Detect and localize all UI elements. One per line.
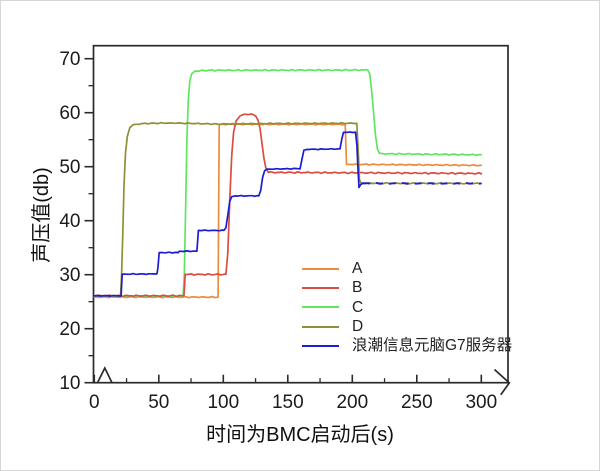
legend-label-g7: 浪潮信息元脑G7服务器 xyxy=(352,337,513,355)
legend-item-a: A xyxy=(302,259,512,278)
y-tick-label: 10 xyxy=(59,373,80,394)
tick-labels: 0 50 100 150 200 250 300 10 20 30 40 50 60 70 xyxy=(59,49,497,413)
legend-label-c: C xyxy=(352,298,364,316)
series-line-B xyxy=(93,113,483,298)
legend-item-d: D xyxy=(302,317,512,336)
x-tick-label: 0 xyxy=(89,392,100,413)
x-axis-break-marker xyxy=(96,366,113,384)
plot-border xyxy=(92,44,509,384)
y-tick-label: 30 xyxy=(59,265,80,286)
legend: A B C D 浪潮信息元脑G7服务器 xyxy=(302,259,512,355)
y-tick-label: 50 xyxy=(59,157,80,178)
x-tick-label: 50 xyxy=(148,392,169,413)
x-tick-label: 100 xyxy=(207,392,239,413)
legend-item-c: C xyxy=(302,298,512,317)
axis-decorations xyxy=(96,366,511,396)
legend-swatch-b xyxy=(302,286,339,289)
x-tick-label: 150 xyxy=(272,392,304,413)
legend-swatch-d xyxy=(302,325,339,328)
legend-label-a: A xyxy=(352,260,363,277)
legend-swatch-c xyxy=(302,306,339,309)
legend-label-d: D xyxy=(352,317,364,335)
series-line-浪潮信息元脑G7服务器 xyxy=(93,131,365,297)
x-tick-label: 200 xyxy=(336,392,368,413)
y-tick-label: 40 xyxy=(59,211,80,232)
legend-item-g7: 浪潮信息元脑G7服务器 xyxy=(302,336,512,355)
legend-swatch-a xyxy=(302,267,339,270)
x-axis-arrow-icon xyxy=(493,368,511,396)
y-tick-label: 60 xyxy=(59,103,80,124)
x-tick-label: 300 xyxy=(465,392,497,413)
plot-frame xyxy=(92,44,509,384)
y-axis-title: 声压值(db) xyxy=(30,167,53,263)
legend-label-b: B xyxy=(352,279,363,297)
legend-swatch-g7 xyxy=(302,344,339,347)
x-tick-label: 250 xyxy=(401,392,433,413)
legend-item-b: B xyxy=(302,278,512,297)
y-tick-label: 70 xyxy=(59,49,80,70)
axis-ticks xyxy=(84,57,483,384)
series-lines xyxy=(93,68,483,299)
y-tick-label: 20 xyxy=(59,319,80,340)
x-axis-title: 时间为BMC启动后(s) xyxy=(206,423,394,446)
